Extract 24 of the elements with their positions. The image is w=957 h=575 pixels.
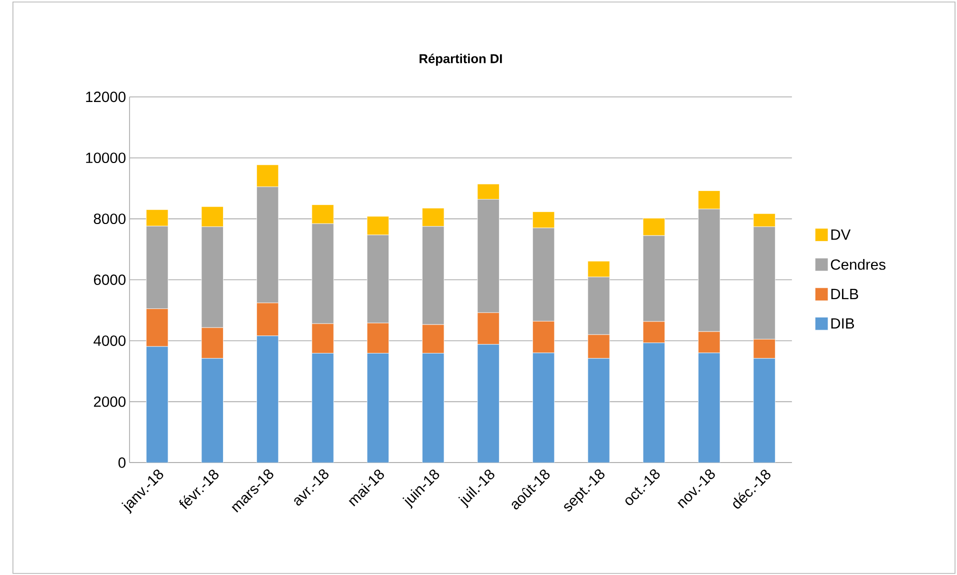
legend-label: DIB	[831, 318, 854, 328]
bar	[422, 352, 444, 462]
legend-label: Cendres	[830, 258, 886, 270]
bar	[698, 352, 720, 462]
y-tick-label: 2000	[94, 396, 126, 407]
bar	[588, 358, 610, 462]
chart-title: Répartition DI	[420, 54, 502, 66]
bar	[642, 342, 666, 462]
bar	[366, 352, 390, 462]
legend-label: DLB	[831, 288, 858, 299]
bar	[477, 344, 500, 462]
bar	[753, 358, 776, 462]
bar	[146, 346, 168, 462]
bar	[201, 358, 224, 462]
bar	[532, 352, 555, 462]
y-tick-label: 4000	[94, 335, 126, 346]
legend-label: DV	[831, 229, 851, 240]
y-tick-label: 8000	[94, 213, 126, 224]
bar	[256, 335, 279, 462]
y-tick-label: 0	[118, 457, 126, 468]
y-tick-label: 12000	[86, 91, 126, 102]
y-tick-label: 6000	[94, 274, 126, 285]
y-tick-label: 10000	[86, 152, 126, 163]
bar	[312, 352, 334, 462]
